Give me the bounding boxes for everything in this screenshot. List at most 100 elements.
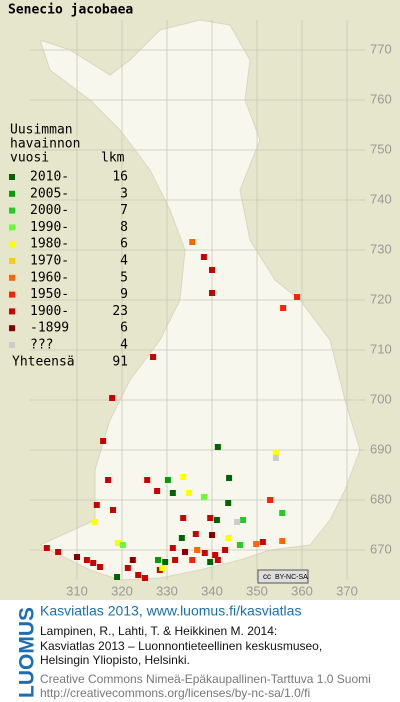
legend-count: 7 xyxy=(120,203,128,218)
legend-count-header: lkm xyxy=(101,151,125,166)
legend-label: 2005- xyxy=(30,186,69,201)
legend-count: 8 xyxy=(120,220,128,235)
legend-swatch xyxy=(9,308,15,315)
legend-swatch xyxy=(9,174,15,180)
occurrence-square xyxy=(212,552,219,558)
occurrence-square xyxy=(155,557,161,563)
occurrence-square xyxy=(172,557,179,563)
occurrence-square xyxy=(192,531,199,537)
legend-title: havainnon xyxy=(10,137,80,152)
occurrence-square xyxy=(186,490,193,496)
occurrence-square xyxy=(182,549,188,555)
footer-title: Kasviatlas 2013, www.luomus.fi/kasviatla… xyxy=(40,603,301,619)
legend-count: 4 xyxy=(120,338,128,353)
citation: Helsingin Yliopisto, Helsinki. xyxy=(40,653,190,667)
occurrence-square xyxy=(214,444,221,450)
occurrence-square xyxy=(96,564,103,570)
y-tick-label: 720 xyxy=(370,291,392,306)
occurrence-square xyxy=(226,475,233,481)
legend-swatch xyxy=(9,207,15,214)
occurrence-square xyxy=(267,497,274,503)
legend-count: 4 xyxy=(120,254,128,269)
occurrence-square xyxy=(240,517,247,523)
occurrence-square xyxy=(83,557,90,563)
occurrence-square xyxy=(109,395,116,401)
occurrence-square xyxy=(253,541,260,547)
citation: Kasviatlas 2013 – Luonnontieteellinen ke… xyxy=(40,639,322,653)
x-tick-label: 370 xyxy=(336,583,358,598)
x-tick-label: 330 xyxy=(156,583,178,598)
y-tick-label: 730 xyxy=(370,241,392,256)
occurrence-square xyxy=(259,539,266,545)
legend-swatch xyxy=(9,224,15,231)
x-tick-label: 310 xyxy=(66,583,88,598)
legend-label: 1960- xyxy=(30,270,69,285)
legend-count: 6 xyxy=(120,321,128,336)
occurrence-square xyxy=(154,488,161,494)
occurrence-square xyxy=(135,572,142,578)
badge-cc: cc xyxy=(263,572,271,581)
legend-label: 1950- xyxy=(30,287,69,302)
legend-count: 9 xyxy=(120,287,128,302)
occurrence-square xyxy=(294,294,301,300)
legend-title: Uusimman xyxy=(10,123,73,138)
license-badge xyxy=(257,569,309,584)
legend-label: 1900- xyxy=(30,304,69,319)
legend-swatch xyxy=(9,342,15,348)
occurrence-square xyxy=(189,239,196,245)
occurrence-square xyxy=(209,532,215,538)
occurrence-square xyxy=(162,559,169,565)
x-tick-label: 350 xyxy=(246,583,268,598)
occurrence-square xyxy=(124,565,131,571)
occurrence-square xyxy=(169,490,176,496)
legend-swatch xyxy=(9,325,15,332)
occurrence-square xyxy=(280,305,287,311)
occurrence-square xyxy=(141,575,148,581)
occurrence-square xyxy=(201,550,208,556)
occurrence-square xyxy=(178,535,185,541)
occurrence-square xyxy=(207,559,214,565)
x-tick-label: 320 xyxy=(111,583,133,598)
occurrence-square xyxy=(90,560,97,566)
occurrence-square xyxy=(180,515,187,521)
y-tick-label: 770 xyxy=(370,41,392,56)
occurrence-square xyxy=(225,500,232,506)
y-tick-label: 740 xyxy=(370,191,392,206)
legend-label: 1970- xyxy=(30,254,69,269)
legend-count: 3 xyxy=(120,186,128,201)
occurrence-square xyxy=(105,477,112,483)
occurrence-square xyxy=(74,554,80,560)
occurrence-square xyxy=(114,574,121,580)
occurrence-square xyxy=(207,515,214,521)
legend-count: 16 xyxy=(112,170,128,185)
legend-swatch xyxy=(9,274,15,281)
legend-swatch xyxy=(9,190,15,197)
legend-total: 91 xyxy=(112,354,128,369)
occurrence-square xyxy=(144,477,151,483)
occurrence-square xyxy=(213,517,220,523)
occurrence-square xyxy=(209,290,215,296)
logo: LUOMUS xyxy=(16,607,39,698)
legend-title: vuosi xyxy=(10,151,49,166)
occurrence-square xyxy=(225,535,232,541)
legend-label: ??? xyxy=(30,338,53,353)
legend-swatch xyxy=(9,241,15,248)
legend-total-label: Yhteensä xyxy=(12,354,75,369)
occurrence-square xyxy=(114,540,121,546)
legend-swatch xyxy=(9,291,15,298)
occurrence-square xyxy=(169,545,176,551)
occurrence-square xyxy=(272,450,279,456)
occurrence-square xyxy=(159,565,166,571)
citation: Lampinen, R., Lahti, T. & Heikkinen M. 2… xyxy=(40,624,277,638)
occurrence-square xyxy=(129,557,136,563)
legend-label: 2000- xyxy=(30,203,69,218)
occurrence-square xyxy=(119,542,126,548)
occurrence-square xyxy=(150,354,157,360)
occurrence-square xyxy=(55,549,62,555)
occurrence-square xyxy=(110,507,116,513)
occurrence-square xyxy=(236,542,243,548)
occurrence-square xyxy=(214,557,221,563)
occurrence-square xyxy=(43,545,50,551)
occurrence-square xyxy=(180,474,187,480)
